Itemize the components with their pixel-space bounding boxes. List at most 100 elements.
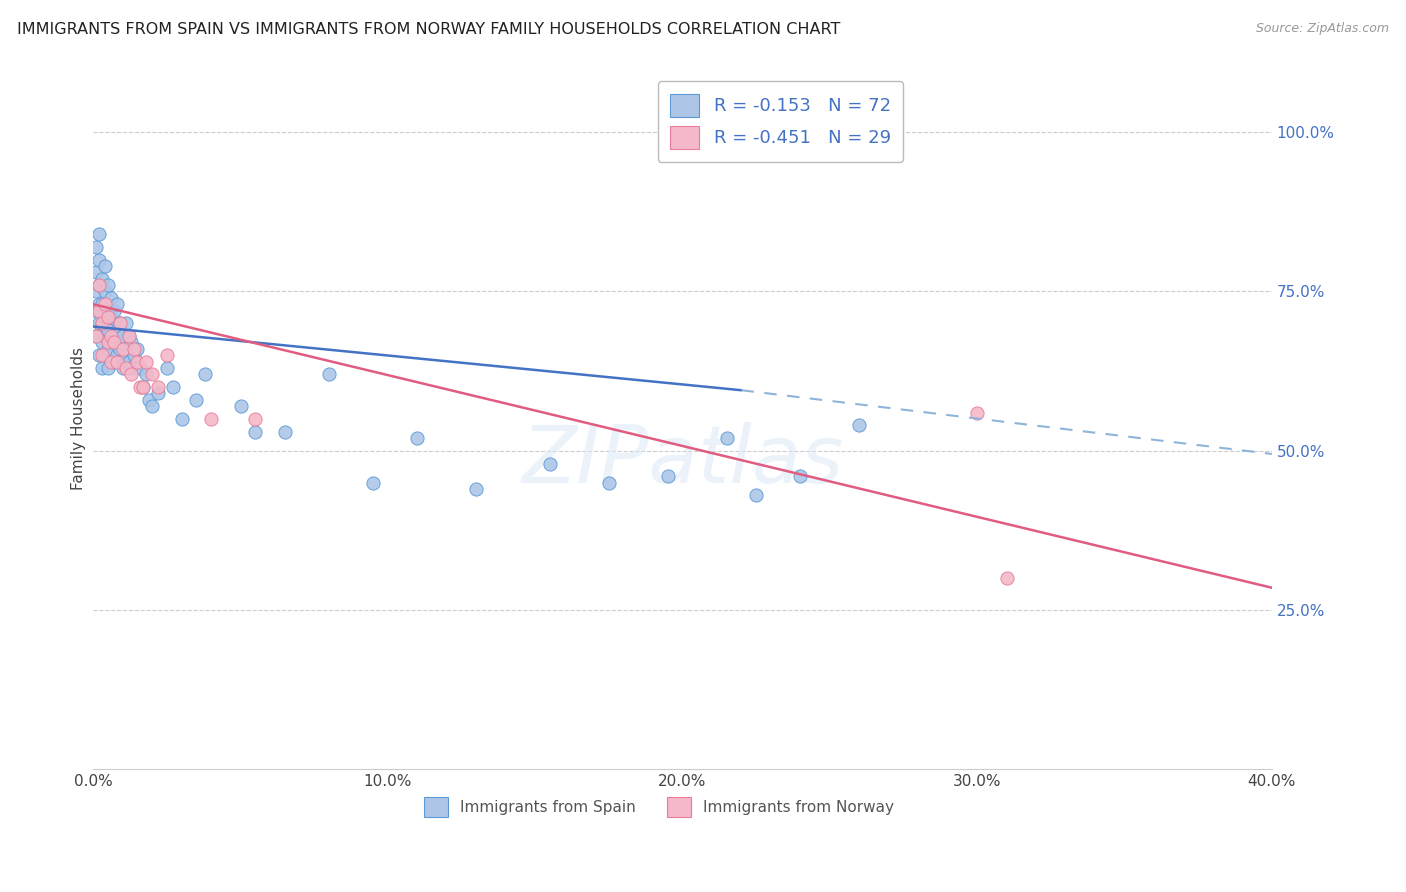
Point [162,380,184,394]
Point [105,348,128,362]
Point [848,418,870,433]
Text: Source: ZipAtlas.com: Source: ZipAtlas.com [1256,22,1389,36]
Point [138,392,160,407]
Point [97,278,120,293]
Point [146,380,169,394]
Point [124,342,146,356]
Point [318,368,340,382]
Point [97,335,120,350]
Point [121,335,143,350]
Point [103,303,125,318]
Point [94,259,117,273]
Point [94,297,117,311]
Point [91,317,114,331]
Point [87,278,110,293]
Point [132,380,155,394]
Point [129,360,152,375]
Point [124,348,146,362]
Point [97,360,120,375]
Point [274,425,297,439]
Point [245,412,267,426]
Point [103,354,125,368]
Point [100,335,122,350]
Point [87,297,110,311]
Point [105,297,128,311]
Point [94,329,117,343]
Point [132,380,155,394]
Point [105,323,128,337]
Point [91,348,114,362]
Point [100,310,122,324]
Point [108,342,131,356]
Point [111,342,134,356]
Point [129,380,152,394]
Point [406,431,429,445]
Y-axis label: Family Households: Family Households [72,347,86,491]
Point [789,469,811,483]
Point [716,431,738,445]
Point [100,354,122,368]
Point [108,317,131,331]
Point [87,317,110,331]
Point [995,571,1018,585]
Point [135,354,157,368]
Point [84,329,107,343]
Point [114,317,136,331]
Point [87,303,110,318]
Point [103,329,125,343]
Point [121,368,143,382]
Point [91,335,114,350]
Point [111,329,134,343]
Point [141,399,163,413]
Point [114,348,136,362]
Point [100,291,122,305]
Point [127,354,149,368]
Point [97,342,120,356]
Point [108,317,131,331]
Point [146,386,169,401]
Point [141,368,163,382]
Point [194,368,217,382]
Point [84,240,107,254]
Point [127,342,149,356]
Point [87,252,110,267]
Text: ZIPatlas: ZIPatlas [522,422,844,500]
Point [84,329,107,343]
Point [170,412,193,426]
Point [97,323,120,337]
Point [966,405,988,419]
Point [156,360,179,375]
Point [598,475,620,490]
Point [361,475,384,490]
Point [84,265,107,279]
Point [87,278,110,293]
Point [97,310,120,324]
Point [114,360,136,375]
Point [745,488,768,502]
Point [94,285,117,299]
Point [156,348,179,362]
Point [103,335,125,350]
Legend: Immigrants from Spain, Immigrants from Norway: Immigrants from Spain, Immigrants from N… [416,789,901,825]
Point [117,329,139,343]
Point [538,457,561,471]
Point [100,329,122,343]
Point [84,285,107,299]
Point [657,469,679,483]
Text: IMMIGRANTS FROM SPAIN VS IMMIGRANTS FROM NORWAY FAMILY HOUSEHOLDS CORRELATION CH: IMMIGRANTS FROM SPAIN VS IMMIGRANTS FROM… [17,22,841,37]
Point [91,272,114,286]
Point [135,368,157,382]
Point [87,227,110,242]
Point [87,348,110,362]
Point [245,425,267,439]
Point [105,354,128,368]
Point [111,360,134,375]
Point [91,317,114,331]
Point [121,360,143,375]
Point [117,329,139,343]
Point [117,354,139,368]
Point [97,303,120,318]
Point [91,360,114,375]
Point [465,482,488,496]
Point [94,348,117,362]
